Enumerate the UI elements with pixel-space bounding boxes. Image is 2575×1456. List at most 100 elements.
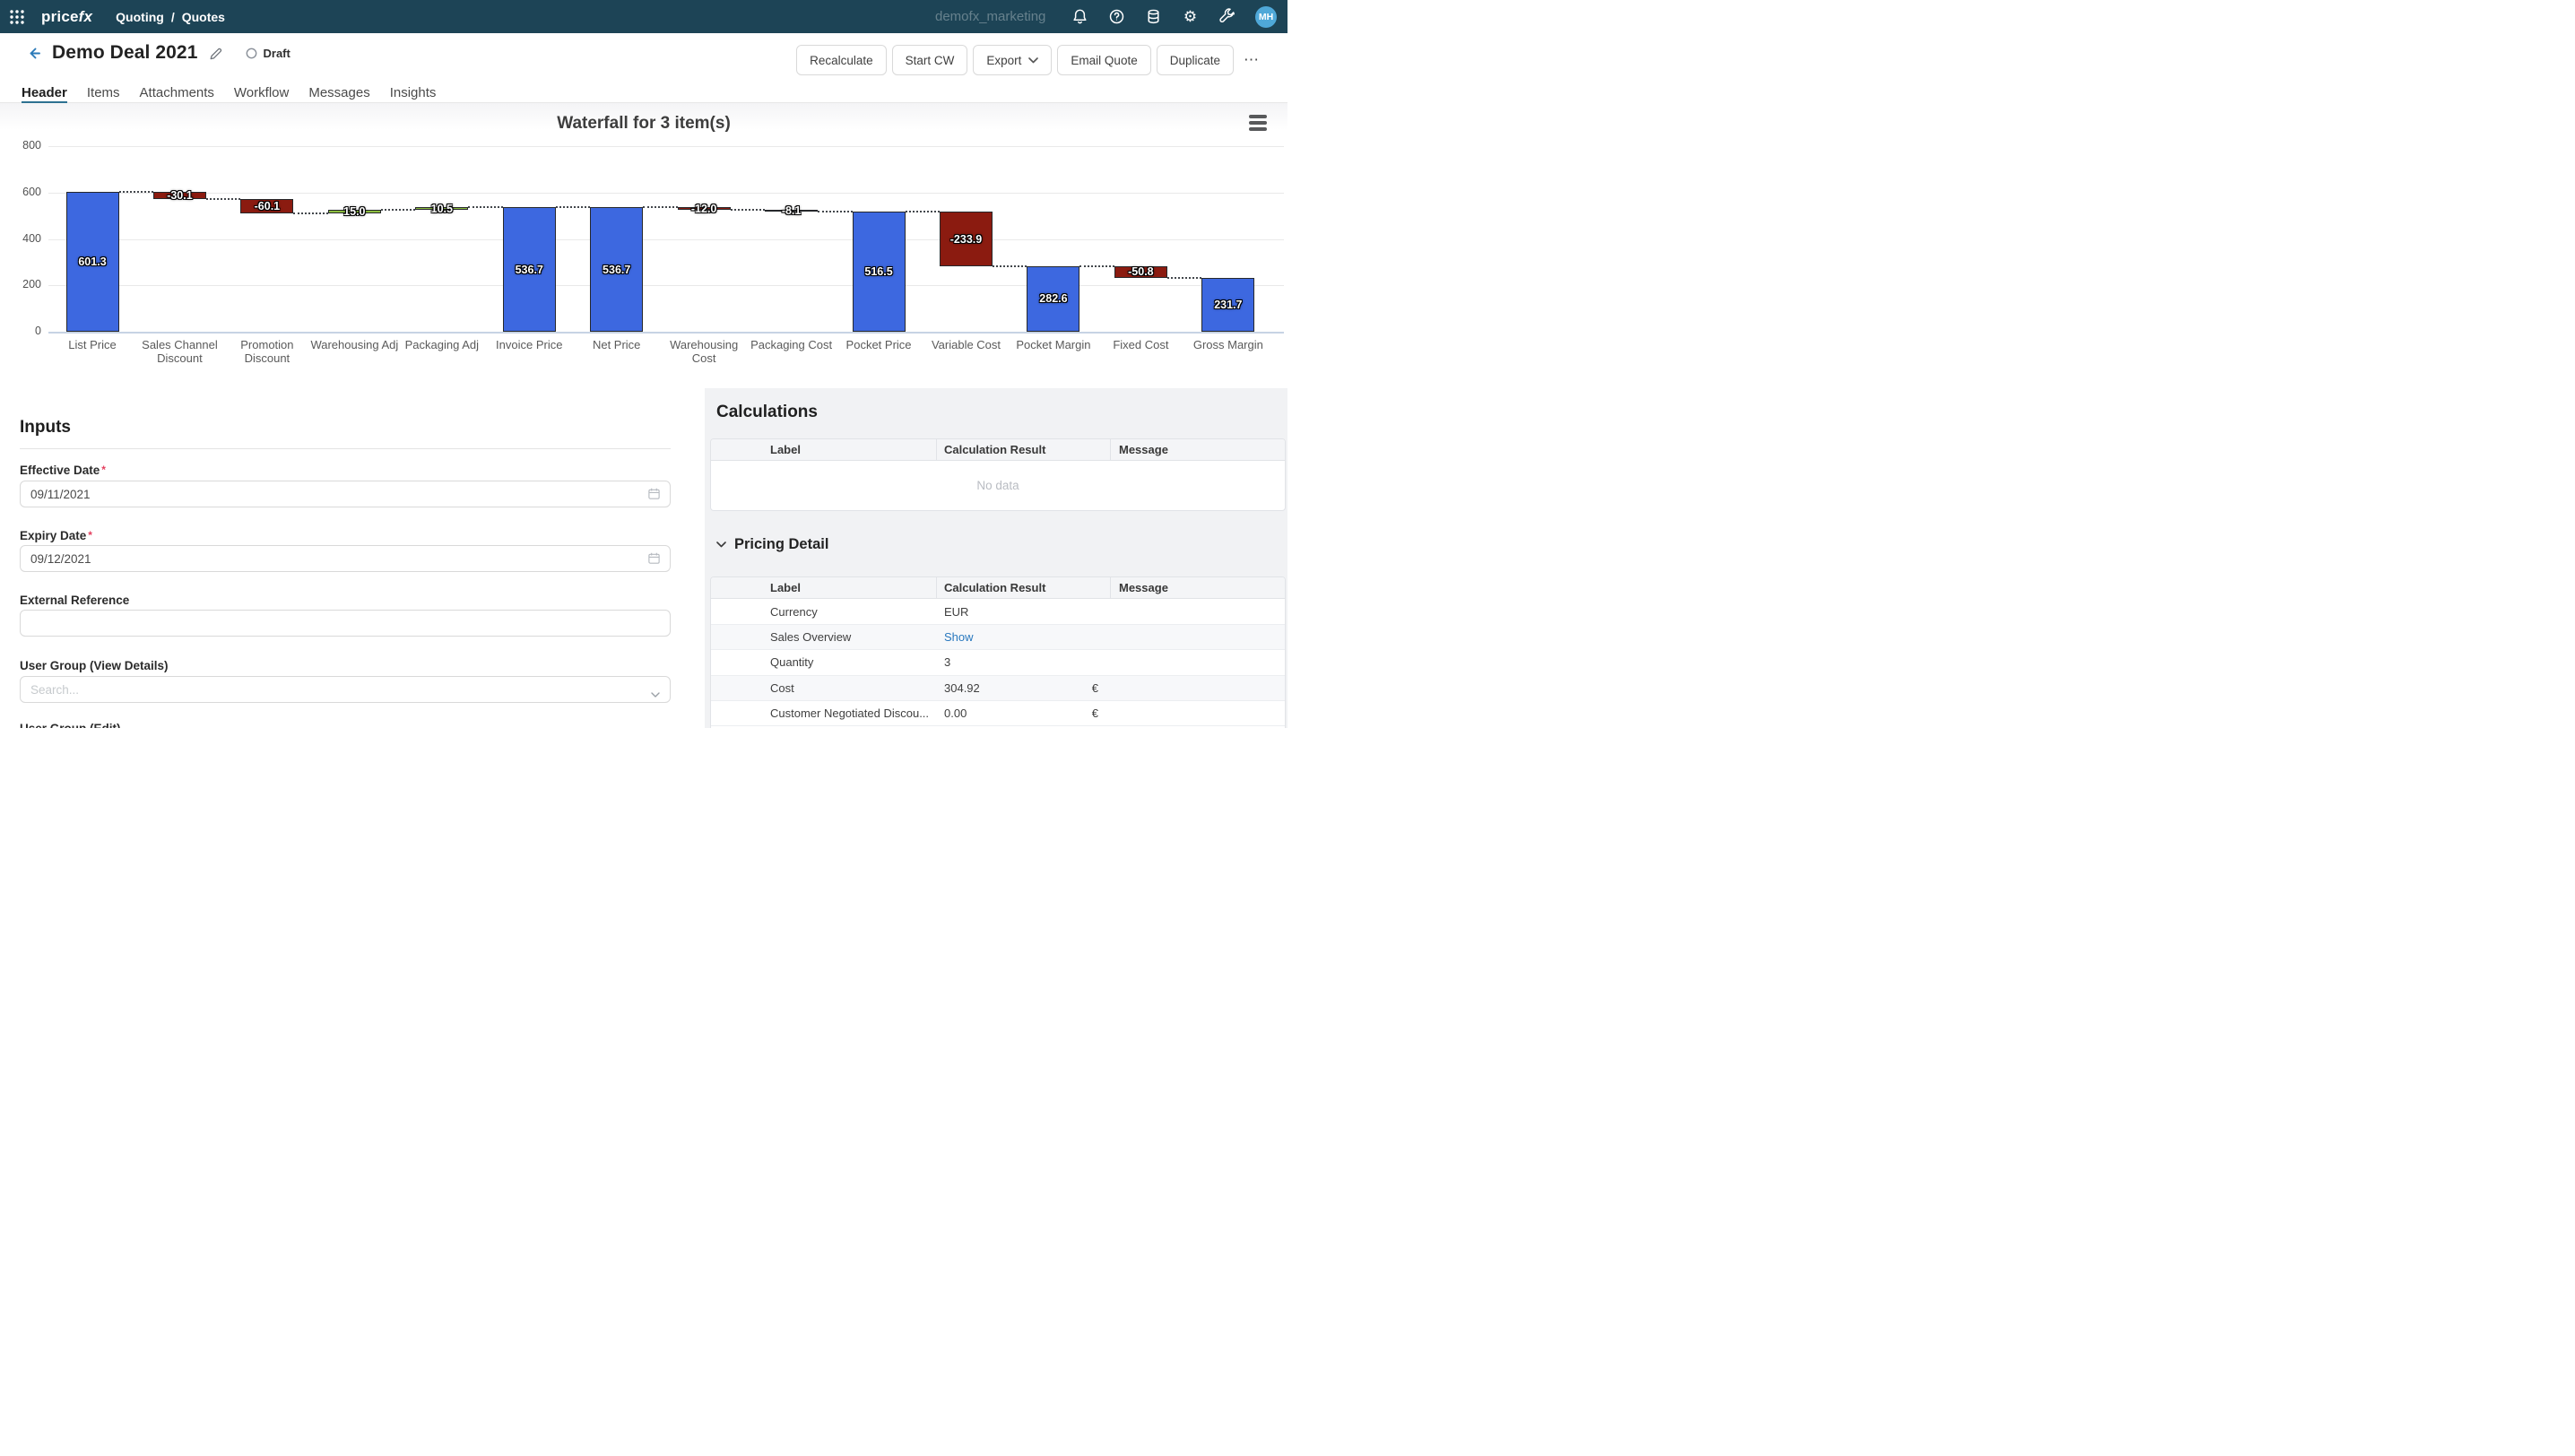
gridline xyxy=(48,146,1284,147)
user-avatar[interactable]: MH xyxy=(1255,5,1277,28)
connector-line xyxy=(1166,277,1202,280)
tab-items[interactable]: Items xyxy=(86,85,120,100)
row-label: Sales Overview xyxy=(770,630,852,645)
waterfall-chart: Waterfall for 3 item(s) 0 200 400 600 800 601… xyxy=(0,103,1288,388)
waterfall-bar[interactable] xyxy=(1027,265,1080,332)
calculations-heading: Calculations xyxy=(716,403,818,421)
status-badge: Draft xyxy=(246,47,290,60)
pricing-detail-table: Label Calculation Result Message Currenc… xyxy=(710,576,1286,728)
settings-gear-icon[interactable]: ⚙ xyxy=(1183,8,1198,25)
column-calculation-result: Calculation Result xyxy=(937,577,1111,598)
recalculate-button[interactable]: Recalculate xyxy=(796,45,887,75)
category-label: Gross Margin xyxy=(1192,338,1263,351)
inputs-heading: Inputs xyxy=(20,418,71,437)
table-header: Label Calculation Result Message xyxy=(711,577,1285,599)
waterfall-bar[interactable] xyxy=(590,207,644,332)
divider xyxy=(20,448,671,449)
category-label: Pocket Margin xyxy=(1016,338,1091,351)
row-result: EUR xyxy=(944,604,969,619)
quote-page: pricefx Quoting / Quotes demofx_marketin… xyxy=(0,0,1288,728)
help-icon[interactable] xyxy=(1108,8,1125,25)
category-label: Fixed Cost xyxy=(1113,338,1169,351)
start-cw-button[interactable]: Start CW xyxy=(891,45,968,75)
row-label: Customer Negotiated Discou... xyxy=(770,706,930,720)
tab-header[interactable]: Header xyxy=(22,85,67,104)
user-group-view-details-label: User Group (View Details) xyxy=(20,659,169,672)
waterfall-bar[interactable] xyxy=(415,207,469,210)
waterfall-bar[interactable] xyxy=(502,207,556,332)
admin-wrench-icon[interactable] xyxy=(1218,8,1235,25)
calculations-table: Label Calculation Result Message No data xyxy=(710,438,1286,511)
calendar-icon[interactable] xyxy=(647,487,661,505)
tab-bar: Header Items Attachments Workflow Messag… xyxy=(0,85,1288,104)
data-manager-icon[interactable] xyxy=(1145,8,1162,25)
row-unit: € xyxy=(1091,706,1098,720)
tab-workflow[interactable]: Workflow xyxy=(233,85,290,100)
email-quote-button[interactable]: Email Quote xyxy=(1057,45,1151,75)
breadcrumb-quotes[interactable]: Quotes xyxy=(181,9,225,24)
y-axis-tick: 400 xyxy=(22,231,41,245)
category-label: Packaging Cost xyxy=(750,338,833,351)
category-label: Sales Channel Discount xyxy=(142,338,218,366)
column-calculation-result: Calculation Result xyxy=(937,439,1111,460)
more-options-button[interactable]: ⋯ xyxy=(1239,51,1264,69)
column-label: Label xyxy=(711,439,937,460)
breadcrumb-quoting[interactable]: Quoting xyxy=(116,9,164,24)
calendar-icon[interactable] xyxy=(647,551,661,569)
connector-line xyxy=(380,208,416,211)
table-row: Sales Overview Show xyxy=(711,624,1285,650)
expiry-date-input[interactable] xyxy=(20,545,671,572)
tab-attachments[interactable]: Attachments xyxy=(139,85,214,100)
user-group-select[interactable]: Search... xyxy=(20,676,671,703)
waterfall-bar[interactable] xyxy=(677,207,731,211)
notifications-bell-icon[interactable] xyxy=(1071,8,1088,25)
external-reference-input[interactable] xyxy=(20,610,671,637)
back-button[interactable] xyxy=(27,46,42,61)
status-label: Draft xyxy=(263,46,290,60)
app-grid-icon[interactable] xyxy=(9,9,25,25)
table-row: Customer Negotiated Discou... 0.00 € xyxy=(711,699,1285,725)
duplicate-button[interactable]: Duplicate xyxy=(1156,45,1234,75)
effective-date-input[interactable] xyxy=(20,481,671,507)
gridline xyxy=(48,238,1284,240)
y-axis-tick: 600 xyxy=(22,185,41,198)
waterfall-bar[interactable] xyxy=(765,210,819,212)
chevron-down-icon xyxy=(716,542,726,548)
inputs-panel: Inputs Effective Date* Expiry Date* Exte… xyxy=(0,388,705,728)
export-button[interactable]: Export xyxy=(973,45,1053,75)
tab-messages[interactable]: Messages xyxy=(308,85,370,100)
waterfall-bar[interactable] xyxy=(240,199,294,213)
pricefx-logo[interactable]: pricefx xyxy=(41,7,93,25)
category-label: Invoice Price xyxy=(496,338,563,351)
waterfall-bar[interactable] xyxy=(940,212,993,266)
category-label: Warehousing Adj xyxy=(310,338,399,351)
tab-insights[interactable]: Insights xyxy=(389,85,437,100)
row-label: Currency xyxy=(770,604,818,619)
waterfall-bar[interactable] xyxy=(852,212,906,332)
column-message: Message xyxy=(1119,443,1168,456)
table-row: Cost 304.92 € xyxy=(711,674,1285,700)
waterfall-bar[interactable] xyxy=(1114,265,1167,279)
show-link[interactable]: Show xyxy=(944,630,974,645)
row-unit: € xyxy=(1091,680,1098,695)
category-label: List Price xyxy=(68,338,117,351)
gridline xyxy=(48,192,1284,194)
waterfall-bar[interactable] xyxy=(152,192,206,200)
y-axis-tick: 200 xyxy=(22,278,41,291)
category-label: Warehousing Cost xyxy=(670,338,739,366)
status-circle-icon xyxy=(246,48,256,58)
y-axis-tick: 800 xyxy=(22,139,41,152)
pricing-detail-toggle[interactable]: Pricing Detail xyxy=(716,536,828,553)
column-message: Message xyxy=(1119,581,1168,594)
category-label: Packaging Adj xyxy=(404,338,479,351)
calculations-panel: Calculations Label Calculation Result Me… xyxy=(705,388,1288,728)
connector-line xyxy=(993,264,1027,267)
waterfall-bar[interactable] xyxy=(65,192,119,332)
edit-title-pencil-icon[interactable] xyxy=(208,46,223,61)
waterfall-bar[interactable] xyxy=(327,209,381,213)
connector-line xyxy=(818,211,853,213)
waterfall-bar[interactable] xyxy=(1201,278,1255,332)
chart-menu-hamburger-icon[interactable] xyxy=(1249,115,1267,131)
table-row: Currency EUR xyxy=(711,599,1285,624)
category-label: Pocket Price xyxy=(845,338,912,351)
